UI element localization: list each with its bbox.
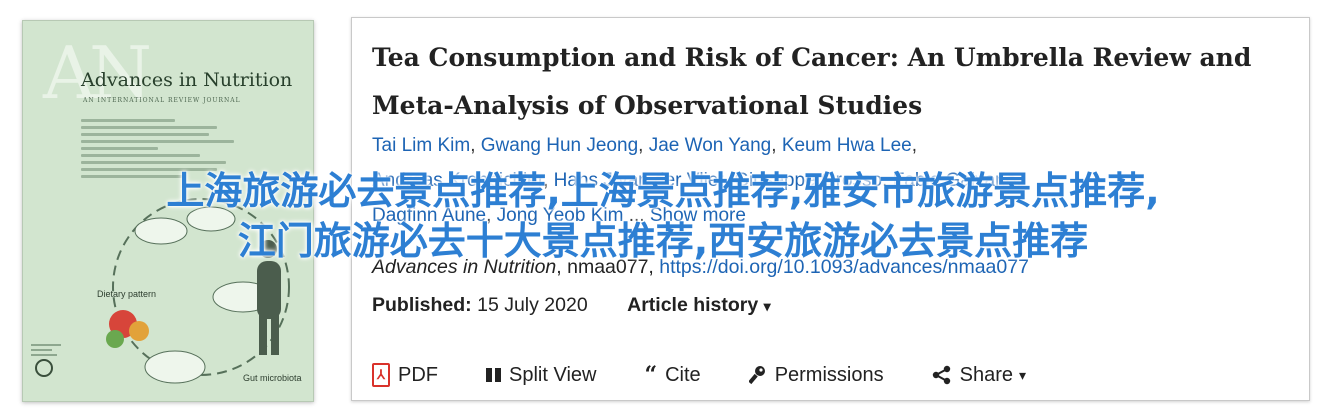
cover-diagram: Dietary pattern Gut microbiota bbox=[97, 198, 302, 384]
author-link[interactable]: Hans J van der Vliet bbox=[553, 170, 724, 191]
pdf-button[interactable]: ⅄ PDF bbox=[372, 363, 438, 387]
society-seal-icon bbox=[35, 359, 53, 377]
cover-monogram: AN bbox=[43, 31, 152, 115]
permissions-button[interactable]: Permissions bbox=[748, 363, 884, 387]
split-view-button[interactable]: Split View bbox=[486, 364, 596, 387]
pdf-icon: ⅄ bbox=[372, 363, 390, 387]
article-history-label: Article history bbox=[627, 294, 759, 316]
article-id: , nmaa077, bbox=[556, 256, 660, 278]
cover-contents-list bbox=[81, 115, 251, 182]
share-button[interactable]: Share ▾ bbox=[932, 364, 1026, 387]
key-icon bbox=[748, 365, 767, 385]
quote-icon: “ bbox=[644, 362, 658, 388]
cover-journal-subtitle: AN INTERNATIONAL REVIEW JOURNAL bbox=[83, 97, 241, 104]
show-more-link[interactable]: Show more bbox=[649, 205, 746, 226]
doi-link[interactable]: https://doi.org/10.1093/advances/nmaa077 bbox=[659, 256, 1029, 278]
article-history-toggle[interactable]: Article history ▾ bbox=[627, 294, 771, 316]
split-view-icon bbox=[486, 368, 501, 382]
published-date: 15 July 2020 bbox=[477, 294, 588, 316]
author-link[interactable]: Jae Won Yang bbox=[648, 135, 772, 156]
cover-side-notes bbox=[31, 341, 61, 359]
author-link[interactable]: Andreas Kronbichler bbox=[372, 170, 544, 191]
pdf-label: PDF bbox=[398, 363, 438, 386]
split-view-label: Split View bbox=[509, 363, 597, 386]
diagram-label-dietary: Dietary pattern bbox=[97, 289, 156, 299]
article-title: Tea Consumption and Risk of Cancer: An U… bbox=[372, 43, 1252, 120]
caret-down-icon: ▾ bbox=[1018, 366, 1027, 383]
permissions-label: Permissions bbox=[774, 363, 884, 386]
share-icon bbox=[932, 365, 952, 385]
article-header-panel: Tea Consumption and Risk of Cancer: An U… bbox=[351, 17, 1310, 401]
author-link[interactable]: Dagfinn Aune bbox=[372, 205, 487, 226]
journal-name: Advances in Nutrition bbox=[372, 256, 557, 278]
cover-journal-title: Advances in Nutrition bbox=[81, 69, 293, 91]
published-label: Published: bbox=[372, 294, 472, 316]
diagram-label-gut: Gut microbiota bbox=[243, 373, 302, 383]
cite-button[interactable]: “ Cite bbox=[644, 362, 700, 388]
citation-line: Advances in Nutrition, nmaa077, https://… bbox=[372, 256, 1029, 279]
author-link[interactable]: Gwang Hun Jeong bbox=[480, 135, 639, 156]
author-link[interactable]: Fabio Galvano bbox=[892, 170, 1017, 191]
share-label: Share bbox=[959, 363, 1013, 386]
publication-info: Published: 15 July 2020 Article history … bbox=[372, 294, 771, 317]
author-link[interactable]: Keum Hwa Lee bbox=[781, 135, 912, 156]
journal-cover[interactable]: AN Advances in Nutrition AN INTERNATIONA… bbox=[22, 20, 314, 402]
article-toolbar: ⅄ PDF Split View “ Cite Permissions Shar… bbox=[372, 360, 1074, 390]
author-link[interactable]: Giuseppe Grosso bbox=[734, 170, 883, 191]
author-link[interactable]: Jong Yeob Kim bbox=[496, 205, 624, 226]
author-list: Tai Lim Kim, Gwang Hun Jeong, Jae Won Ya… bbox=[372, 135, 1022, 226]
caret-down-icon: ▾ bbox=[763, 298, 771, 314]
cite-label: Cite bbox=[665, 363, 701, 386]
author-link[interactable]: Tai Lim Kim bbox=[372, 135, 471, 156]
